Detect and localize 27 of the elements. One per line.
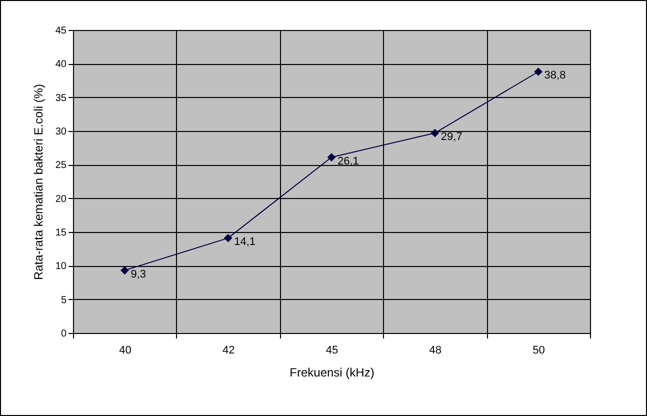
- point: [327, 153, 336, 162]
- x-tick-label: 50: [532, 344, 545, 356]
- x-tick-label: 48: [429, 344, 442, 356]
- y-tick-label: 30: [55, 126, 67, 138]
- y-tick-label: 5: [60, 294, 67, 306]
- point: [534, 68, 542, 76]
- y-tick-label: 35: [55, 92, 67, 104]
- x-tick-label: 42: [222, 344, 235, 356]
- y-tick-label: 20: [55, 194, 67, 205]
- y-tick-label: 0: [60, 328, 67, 340]
- point: [224, 234, 232, 242]
- data-label: 9,3: [130, 268, 146, 280]
- x-tick-label: 40: [119, 344, 132, 356]
- x-axis-title: Frekuensi (kHz): [290, 366, 374, 380]
- y-tick-label: 25: [55, 160, 67, 172]
- y-tick-label: 45: [55, 26, 67, 36]
- x-tick-label: 45: [326, 344, 338, 356]
- data-label: 26,1: [338, 155, 359, 168]
- data-label: 14,1: [234, 236, 256, 248]
- point: [430, 128, 440, 138]
- data-label: 29,7: [440, 131, 462, 144]
- y-tick-label: 40: [55, 59, 67, 70]
- y-tick-label: 15: [55, 228, 67, 238]
- point: [120, 266, 129, 275]
- data-label: 38,8: [544, 70, 566, 82]
- y-tick-label: 10: [55, 261, 67, 272]
- y-axis-title: Rata-rata kematian bakteri E.coli (%): [31, 84, 46, 280]
